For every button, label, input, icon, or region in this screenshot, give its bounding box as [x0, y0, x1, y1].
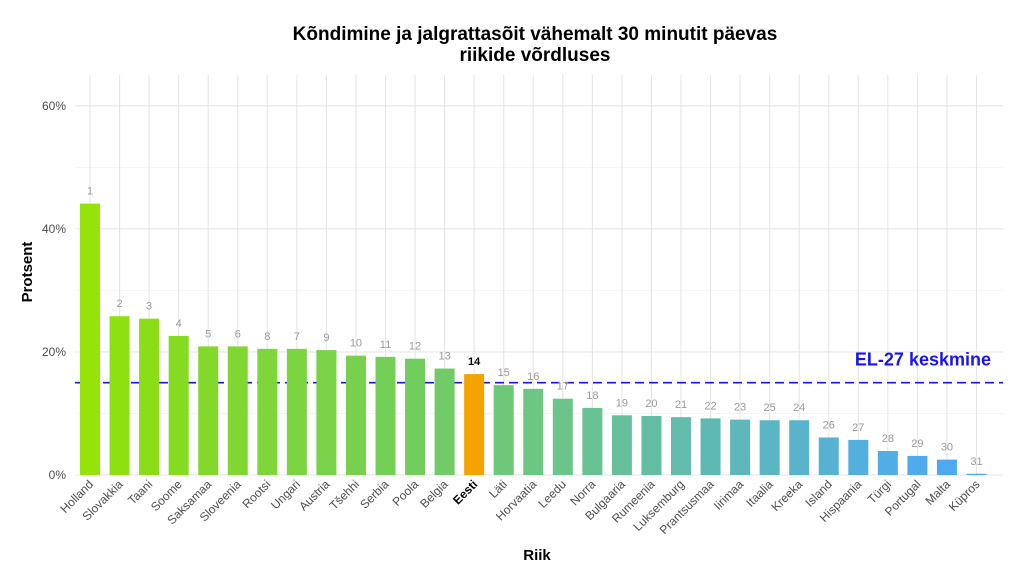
bar-rank-label: 6 [235, 328, 241, 340]
bar-rank-label: 19 [616, 397, 628, 409]
bar [818, 437, 839, 475]
bar [582, 407, 603, 475]
bar-rank-label: 27 [852, 422, 864, 434]
x-tick-label: Tšehhi [327, 477, 362, 512]
bar [109, 316, 130, 475]
x-tick-label: Iirimaa [711, 477, 747, 513]
bar [848, 439, 869, 475]
bar [464, 374, 485, 475]
bar [552, 398, 573, 475]
bar-rank-label: 8 [264, 331, 270, 343]
bar-rank-label: 31 [970, 456, 982, 468]
bar [966, 473, 987, 475]
bar [671, 417, 691, 475]
bar [936, 459, 957, 475]
bar-rank-label: 12 [409, 341, 421, 353]
bar-rank-label: 3 [146, 301, 152, 313]
bar [523, 388, 544, 475]
bar [641, 415, 662, 475]
bar [316, 350, 337, 475]
bar [345, 355, 366, 475]
x-tick-label: Poola [390, 477, 422, 509]
y-tick-label: 40% [42, 222, 66, 236]
bar-rank-label: 9 [323, 332, 329, 344]
bar-rank-label: 17 [557, 381, 569, 393]
bar [877, 451, 898, 475]
bar [611, 415, 632, 475]
x-tick-label: Kreeka [769, 477, 806, 514]
bar [493, 385, 514, 475]
bar [168, 335, 189, 475]
bar-rank-label: 14 [468, 356, 481, 368]
x-tick-label: Eesti [450, 477, 480, 507]
bars [80, 203, 987, 475]
bar-rank-label: 1 [87, 186, 93, 198]
bar-rank-label: 30 [941, 442, 953, 454]
x-tick-label: Küpros [946, 477, 983, 514]
y-tick-label: 60% [42, 99, 66, 113]
bar [700, 418, 721, 475]
bar [257, 348, 278, 475]
bar-rank-label: 21 [675, 399, 687, 411]
bar-rank-label: 20 [645, 398, 657, 410]
bar [759, 420, 780, 475]
x-tick-label: Belgia [417, 477, 451, 511]
x-axis-title: Riik [523, 547, 551, 564]
bar-rank-label: 15 [498, 367, 510, 379]
bar [907, 455, 928, 475]
x-tick-label: Ungari [268, 477, 303, 512]
bar [227, 346, 248, 475]
bar-rank-label: 24 [793, 402, 805, 414]
y-tick-label: 0% [49, 468, 67, 482]
bar-rank-label: 4 [176, 318, 182, 330]
y-tick-label: 20% [42, 345, 66, 359]
bar [405, 358, 426, 475]
bar-rank-label: 16 [527, 371, 539, 383]
bar-rank-label: 25 [764, 402, 776, 414]
reference-line-label: EL-27 keskmine [855, 350, 991, 370]
bar [80, 203, 100, 475]
bar-rank-label: 29 [911, 438, 923, 450]
bar [789, 420, 810, 475]
bar [375, 356, 396, 475]
bar [434, 368, 455, 475]
bar-rank-label: 2 [116, 298, 122, 310]
x-tick-label: Austria [296, 477, 333, 514]
x-tick-label: Leedu [535, 477, 568, 510]
chart-title-line-2: riikide võrdluses [459, 45, 610, 66]
y-axis-title: Protsent [19, 242, 36, 303]
bar-rank-label: 5 [205, 328, 211, 340]
bar [139, 318, 160, 475]
bar-rank-label: 22 [704, 400, 716, 412]
bar-rank-label: 23 [734, 402, 746, 414]
bar-rank-label: 18 [586, 390, 598, 402]
bar [730, 419, 751, 475]
bar-rank-label: 28 [882, 433, 894, 445]
x-tick-label: Rootsi [239, 477, 273, 511]
chart-title-line-1: Kõndimine ja jalgrattasõit vähemalt 30 m… [293, 24, 778, 45]
y-axis: 0% 20% 40% 60% [42, 99, 66, 482]
x-tick-label: Läti [486, 477, 510, 501]
bar-rank-label: 7 [294, 331, 300, 343]
bar [198, 346, 219, 475]
bar [286, 348, 307, 475]
bar-rank-label: 26 [823, 419, 835, 431]
bar-rank-label: 11 [380, 339, 391, 351]
bar-rank-label: 13 [438, 351, 450, 363]
x-tick-label: Serbia [357, 477, 392, 512]
bar-rank-label: 10 [350, 338, 362, 350]
